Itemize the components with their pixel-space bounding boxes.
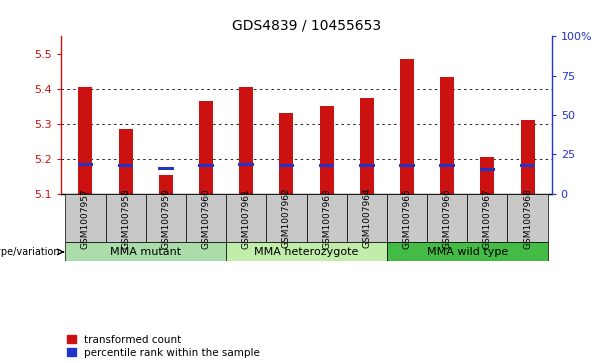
Text: genotype/variation: genotype/variation	[0, 247, 61, 257]
Bar	[399, 164, 415, 167]
Bar	[440, 164, 455, 167]
Bar	[400, 59, 414, 194]
Text: GSM1007959: GSM1007959	[161, 188, 170, 249]
Bar	[520, 120, 535, 194]
Bar	[198, 164, 214, 167]
Bar	[118, 164, 134, 167]
Bar	[280, 113, 294, 194]
Legend: transformed count, percentile rank within the sample: transformed count, percentile rank withi…	[66, 335, 260, 358]
Text: GSM1007965: GSM1007965	[403, 188, 411, 249]
Bar	[239, 87, 253, 194]
Bar	[199, 101, 213, 194]
Text: MMA wild type: MMA wild type	[427, 247, 508, 257]
Bar	[279, 164, 294, 167]
Bar	[319, 164, 334, 167]
FancyBboxPatch shape	[105, 194, 146, 242]
FancyBboxPatch shape	[387, 242, 547, 261]
Text: GSM1007964: GSM1007964	[362, 188, 371, 248]
FancyBboxPatch shape	[427, 194, 467, 242]
FancyBboxPatch shape	[387, 194, 427, 242]
Bar	[118, 129, 132, 194]
Bar	[359, 164, 375, 167]
Bar	[520, 164, 535, 167]
Title: GDS4839 / 10455653: GDS4839 / 10455653	[232, 19, 381, 32]
FancyBboxPatch shape	[146, 194, 186, 242]
Text: GSM1007962: GSM1007962	[282, 188, 291, 248]
FancyBboxPatch shape	[66, 242, 226, 261]
FancyBboxPatch shape	[266, 194, 306, 242]
Text: MMA mutant: MMA mutant	[110, 247, 181, 257]
Text: GSM1007961: GSM1007961	[242, 188, 251, 249]
FancyBboxPatch shape	[467, 194, 508, 242]
Bar	[238, 163, 254, 166]
FancyBboxPatch shape	[66, 194, 105, 242]
Text: GSM1007957: GSM1007957	[81, 188, 90, 249]
Bar	[78, 163, 93, 166]
FancyBboxPatch shape	[306, 194, 347, 242]
FancyBboxPatch shape	[186, 194, 226, 242]
Text: GSM1007960: GSM1007960	[202, 188, 210, 249]
Bar	[319, 106, 333, 194]
Text: GSM1007968: GSM1007968	[523, 188, 532, 249]
Bar	[360, 98, 374, 194]
Text: GSM1007958: GSM1007958	[121, 188, 130, 249]
Text: MMA heterozygote: MMA heterozygote	[254, 247, 359, 257]
FancyBboxPatch shape	[508, 194, 547, 242]
FancyBboxPatch shape	[226, 242, 387, 261]
FancyBboxPatch shape	[347, 194, 387, 242]
Bar	[440, 77, 454, 194]
Text: GSM1007967: GSM1007967	[483, 188, 492, 249]
Bar	[481, 157, 495, 194]
FancyBboxPatch shape	[226, 194, 266, 242]
Text: GSM1007963: GSM1007963	[322, 188, 331, 249]
Bar	[78, 87, 93, 194]
Bar	[479, 168, 495, 171]
Text: GSM1007966: GSM1007966	[443, 188, 452, 249]
Bar	[159, 175, 173, 194]
Bar	[158, 167, 173, 170]
